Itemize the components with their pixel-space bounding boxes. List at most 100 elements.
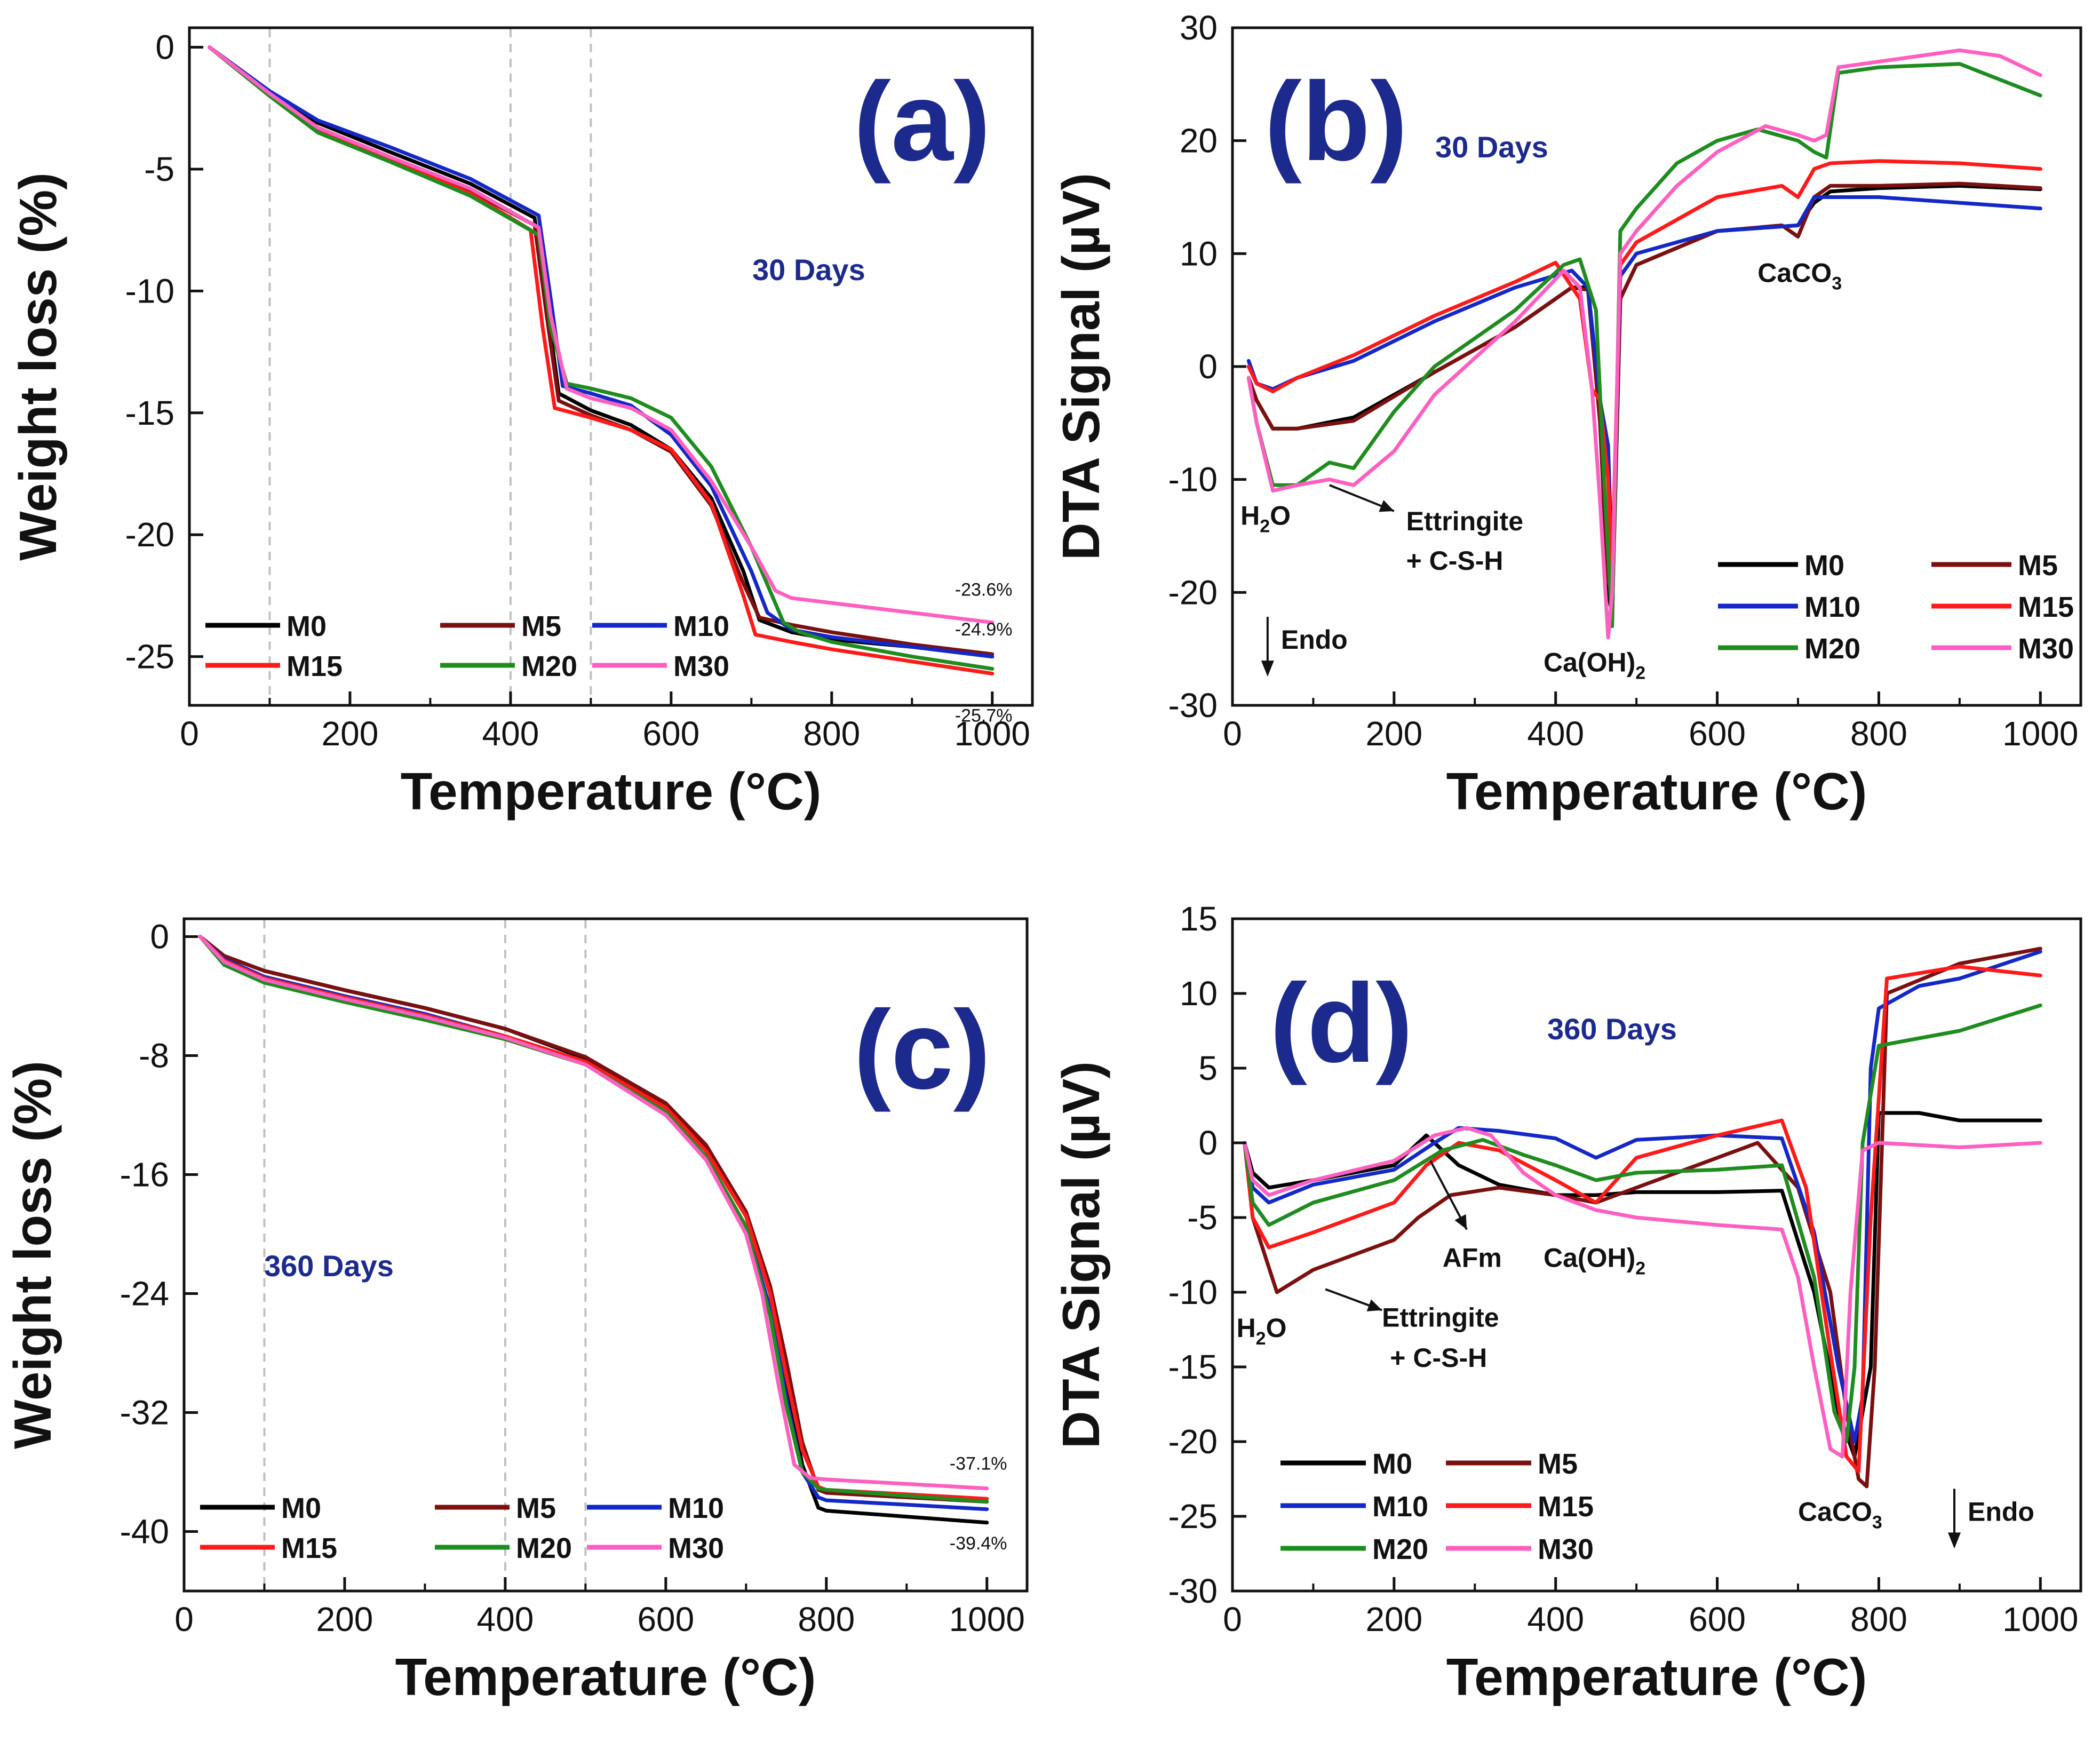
annotation-endo: Endo [1968, 1497, 2034, 1526]
y-tick-label: -30 [1168, 1572, 1218, 1610]
legend-label-m20: M20 [521, 650, 577, 682]
end-value-label: -24.9% [955, 619, 1013, 640]
annotation-ettringite: Ettringite [1382, 1302, 1499, 1332]
panel-label: (d) [1270, 960, 1413, 1086]
annotation-caco3: CaCO3 [1757, 258, 1842, 293]
y-tick-label: 0 [1198, 347, 1218, 386]
annotation-caoh2: Ca(OH)2 [1544, 1243, 1645, 1278]
annotation-caco3: CaCO3 [1798, 1497, 1882, 1532]
legend-label-m15: M15 [287, 650, 343, 682]
y-tick-label: 0 [155, 28, 174, 67]
y-tick-label: 5 [1198, 1049, 1218, 1087]
y-tick-label: -30 [1168, 686, 1218, 725]
y-tick-label: 0 [150, 917, 169, 956]
legend-label-m5: M5 [521, 610, 561, 642]
x-axis-title: Temperature (°C) [401, 762, 822, 821]
y-tick-label: 20 [1180, 122, 1218, 160]
series-line-m20 [198, 935, 989, 1504]
x-tick-label: 200 [1365, 714, 1422, 753]
legend-label-m0: M0 [281, 1492, 321, 1524]
annotation-endo: Endo [1281, 625, 1348, 655]
legend-label-m15: M15 [1538, 1491, 1594, 1523]
x-tick-label: 0 [1223, 714, 1242, 753]
y-axis-title: Weight loss (%) [3, 1061, 62, 1449]
x-tick-label: 200 [1365, 1600, 1422, 1638]
series-line-m20 [1243, 1003, 2042, 1444]
series-line-m30 [198, 935, 989, 1491]
x-tick-label: 200 [316, 1600, 373, 1638]
y-tick-label: -5 [1187, 1198, 1218, 1237]
panel-label: (c) [854, 987, 991, 1112]
plot-frame [188, 26, 1034, 707]
y-tick-label: -20 [1168, 573, 1218, 611]
x-tick-label: 800 [798, 1600, 855, 1638]
x-tick-label: 0 [174, 1600, 194, 1638]
panel-label: (a) [854, 59, 991, 184]
series-line-m5 [198, 935, 989, 1504]
y-tick-label: 10 [1180, 974, 1218, 1013]
y-tick-label: -25 [125, 638, 175, 676]
annotation-csh: + C-S-H [1390, 1343, 1487, 1373]
y-tick-label: 0 [1198, 1124, 1218, 1162]
y-tick-label: -20 [125, 515, 175, 554]
legend-label-m30: M30 [673, 650, 729, 682]
x-tick-label: 1000 [954, 714, 1030, 753]
series-group [1246, 48, 2042, 640]
end-value-label: -39.4% [950, 1533, 1007, 1554]
series-line-m30 [1243, 1126, 2042, 1459]
pointer-arrow-head [1454, 1214, 1467, 1230]
series-line-m10 [1243, 950, 2042, 1444]
x-tick-label: 600 [642, 714, 699, 753]
legend-label-m10: M10 [1372, 1491, 1428, 1523]
x-tick-label: 0 [180, 714, 199, 753]
age-label: 30 Days [752, 253, 865, 287]
series-line-m20 [208, 45, 995, 671]
x-tick-label: 400 [477, 1600, 534, 1638]
legend-label-m5: M5 [1538, 1448, 1578, 1480]
y-tick-label: -32 [120, 1393, 170, 1431]
legend-label-m20: M20 [1372, 1533, 1428, 1565]
x-tick-label: 400 [1527, 714, 1584, 753]
panel-b-dta-30-days: 0 200 400 600 800 1000 30 20 10 0 -10 -20 -30 Tempera… [1052, 9, 2082, 821]
y-tick-label: -8 [139, 1036, 169, 1075]
end-value-label: -25.7% [955, 706, 1013, 726]
x-tick-label: 0 [1223, 1600, 1242, 1638]
legend-label-m10: M10 [673, 610, 729, 642]
legend-label-m20: M20 [516, 1532, 572, 1564]
y-tick-label: -5 [144, 150, 174, 188]
y-tick-label: -15 [125, 394, 175, 432]
x-tick-label: 800 [1850, 714, 1907, 753]
y-tick-label: -24 [120, 1274, 170, 1313]
x-tick-label: 800 [803, 714, 860, 753]
panel-d-dta-360-days: 0 200 400 600 800 1000 15 10 5 0 -5 -10 -15 -20 -25 -30… [1052, 900, 2082, 1706]
legend-label-m30: M30 [668, 1532, 724, 1564]
x-tick-label: 400 [482, 714, 539, 753]
annotation-h2o: H2O [1237, 1313, 1287, 1349]
legend-label-m0: M0 [287, 610, 327, 642]
series-line-m15 [1243, 965, 2042, 1474]
endo-arrow-head [1261, 661, 1274, 677]
legend-label-m15: M15 [281, 1532, 337, 1564]
y-tick-label: -40 [120, 1512, 170, 1550]
series-line-m20 [1246, 62, 2042, 629]
annotation-csh: + C-S-H [1406, 546, 1504, 576]
y-tick-label: 15 [1180, 900, 1218, 938]
y-tick-label: -25 [1168, 1497, 1218, 1536]
y-tick-label: -16 [120, 1155, 170, 1194]
x-tick-label: 200 [322, 714, 379, 753]
y-tick-label: -20 [1168, 1422, 1218, 1461]
series-line-m30 [1246, 48, 2042, 640]
series-line-m5 [1243, 946, 2042, 1489]
legend-label-m10: M10 [1804, 591, 1860, 623]
legend-label-m30: M30 [2018, 633, 2074, 665]
x-axis-title: Temperature (°C) [1446, 1648, 1867, 1706]
y-tick-label: -10 [125, 272, 175, 310]
y-axis-title: Weight loss (%) [9, 172, 67, 561]
x-tick-label: 1000 [2002, 1600, 2078, 1638]
x-tick-label: 1000 [949, 1600, 1025, 1638]
end-value-label: -37.1% [950, 1454, 1007, 1474]
pointer-arrow-head [1379, 500, 1394, 512]
y-tick-label: 30 [1180, 9, 1218, 47]
panel-c-weight-loss-360-days: 0 200 400 600 800 1000 0 -8 -16 -24 -32 -40 Temperat… [3, 917, 1029, 1706]
